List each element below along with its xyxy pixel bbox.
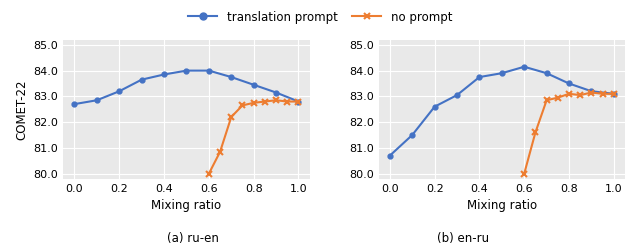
Text: (a) ru-en: (a) ru-en: [167, 231, 219, 245]
Text: (b) en-ru: (b) en-ru: [437, 231, 490, 245]
X-axis label: Mixing ratio: Mixing ratio: [152, 199, 221, 212]
Legend: translation prompt, no prompt: translation prompt, no prompt: [183, 6, 457, 28]
X-axis label: Mixing ratio: Mixing ratio: [467, 199, 537, 212]
Y-axis label: COMET-22: COMET-22: [15, 79, 28, 140]
